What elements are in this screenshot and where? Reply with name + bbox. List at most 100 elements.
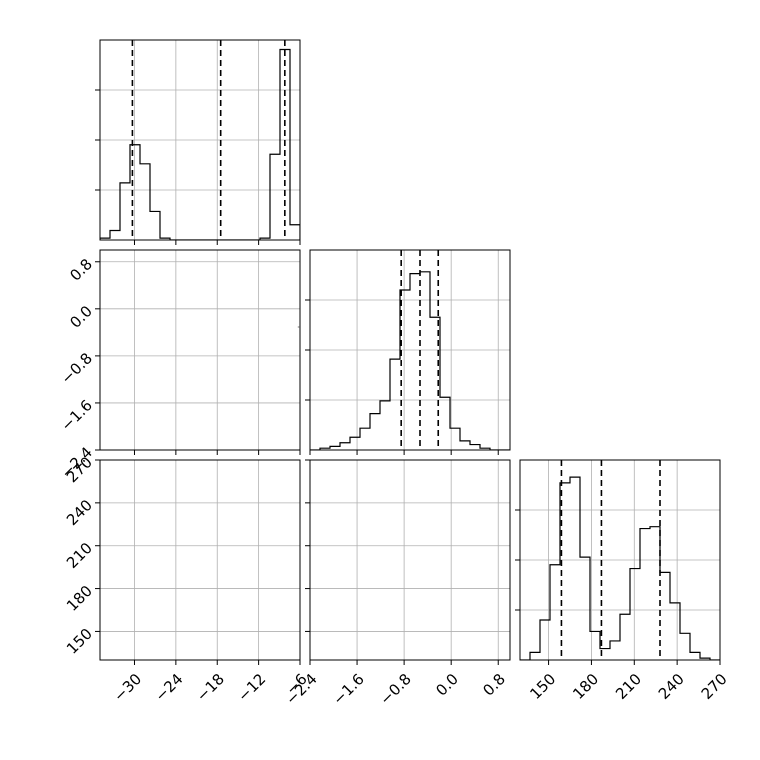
sample-point bbox=[641, 514, 643, 516]
sample-point bbox=[698, 529, 700, 531]
sample-point bbox=[342, 316, 344, 318]
sample-point bbox=[494, 337, 496, 339]
sample-point bbox=[554, 602, 556, 604]
sample-point bbox=[702, 511, 704, 513]
sample-point bbox=[352, 334, 354, 336]
sample-point bbox=[637, 620, 639, 622]
sample-point bbox=[550, 601, 552, 603]
sample-point bbox=[558, 615, 560, 617]
sample-point bbox=[627, 620, 629, 622]
sample-point bbox=[494, 331, 496, 333]
sample-point bbox=[495, 346, 497, 348]
sample-point bbox=[345, 353, 347, 355]
sample-point bbox=[495, 371, 497, 373]
sample-point bbox=[331, 337, 333, 339]
sample-point bbox=[636, 521, 638, 523]
sample-point bbox=[552, 593, 554, 595]
sample-point bbox=[701, 527, 703, 529]
sample-point bbox=[565, 619, 567, 621]
sample-point bbox=[592, 525, 594, 527]
sample-point bbox=[620, 530, 622, 532]
sample-point bbox=[625, 616, 627, 618]
sample-point bbox=[491, 290, 493, 292]
sample-point bbox=[499, 308, 501, 310]
sample-point bbox=[699, 524, 701, 526]
sample-point bbox=[616, 531, 618, 533]
sample-point bbox=[495, 368, 497, 370]
sample-point bbox=[630, 620, 632, 622]
sample-point bbox=[558, 600, 560, 602]
sample-point bbox=[336, 335, 338, 337]
density-fill bbox=[697, 501, 711, 550]
sample-point bbox=[555, 598, 557, 600]
sample-point bbox=[705, 540, 707, 542]
sample-point bbox=[540, 587, 542, 589]
sample-point bbox=[702, 543, 704, 545]
sample-point bbox=[494, 388, 496, 390]
sample-point bbox=[495, 337, 497, 339]
sample-point bbox=[708, 522, 710, 524]
sample-point bbox=[360, 347, 362, 349]
sample-point bbox=[554, 608, 556, 610]
sample-point bbox=[320, 337, 322, 339]
sample-point bbox=[701, 524, 703, 526]
sample-point bbox=[494, 300, 496, 302]
sample-point bbox=[618, 521, 620, 523]
sample-point bbox=[616, 517, 618, 519]
sample-point bbox=[626, 528, 628, 530]
sample-point bbox=[624, 599, 626, 601]
sample-point bbox=[646, 606, 648, 608]
sample-point bbox=[353, 337, 355, 339]
sample-point bbox=[347, 338, 349, 340]
sample-point bbox=[349, 340, 351, 342]
sample-point bbox=[490, 381, 492, 383]
sample-point bbox=[710, 531, 712, 533]
sample-point bbox=[343, 319, 345, 321]
sample-point bbox=[551, 600, 553, 602]
sample-point bbox=[543, 597, 545, 599]
sample-point bbox=[331, 325, 333, 327]
sample-point bbox=[624, 616, 626, 618]
sample-point bbox=[702, 538, 704, 540]
sample-point bbox=[624, 518, 626, 520]
sample-point bbox=[564, 621, 566, 623]
sample-point bbox=[546, 591, 548, 593]
sample-point bbox=[635, 522, 637, 524]
sample-point bbox=[699, 523, 701, 525]
sample-point bbox=[625, 527, 627, 529]
sample-point bbox=[637, 615, 639, 617]
sample-point bbox=[703, 517, 705, 519]
sample-point bbox=[636, 616, 638, 618]
sample-point bbox=[493, 339, 495, 341]
sample-point bbox=[703, 528, 705, 530]
sample-point bbox=[709, 535, 711, 537]
sample-point bbox=[621, 532, 623, 534]
sample-point bbox=[491, 374, 493, 376]
sample-point bbox=[566, 615, 568, 617]
sample-point bbox=[639, 610, 641, 612]
sample-point bbox=[630, 615, 632, 617]
sample-point bbox=[493, 341, 495, 343]
sample-point bbox=[495, 403, 497, 405]
sample-point bbox=[495, 322, 497, 324]
sample-point bbox=[619, 534, 621, 536]
sample-point bbox=[705, 517, 707, 519]
sample-point bbox=[353, 337, 355, 339]
sample-point bbox=[359, 343, 361, 345]
sample-point bbox=[631, 606, 633, 608]
sample-point bbox=[608, 520, 610, 522]
sample-point bbox=[577, 630, 579, 632]
sample-point bbox=[347, 325, 349, 327]
sample-point bbox=[700, 535, 702, 537]
sample-point bbox=[706, 513, 708, 515]
sample-point bbox=[628, 534, 630, 536]
sample-point bbox=[352, 308, 354, 310]
sample-point bbox=[705, 511, 707, 513]
sample-point bbox=[621, 516, 623, 518]
sample-point bbox=[491, 313, 493, 315]
sample-point bbox=[492, 336, 494, 338]
sample-point bbox=[573, 626, 575, 628]
sample-point bbox=[563, 617, 565, 619]
sample-point bbox=[349, 316, 351, 318]
sample-point bbox=[493, 338, 495, 340]
